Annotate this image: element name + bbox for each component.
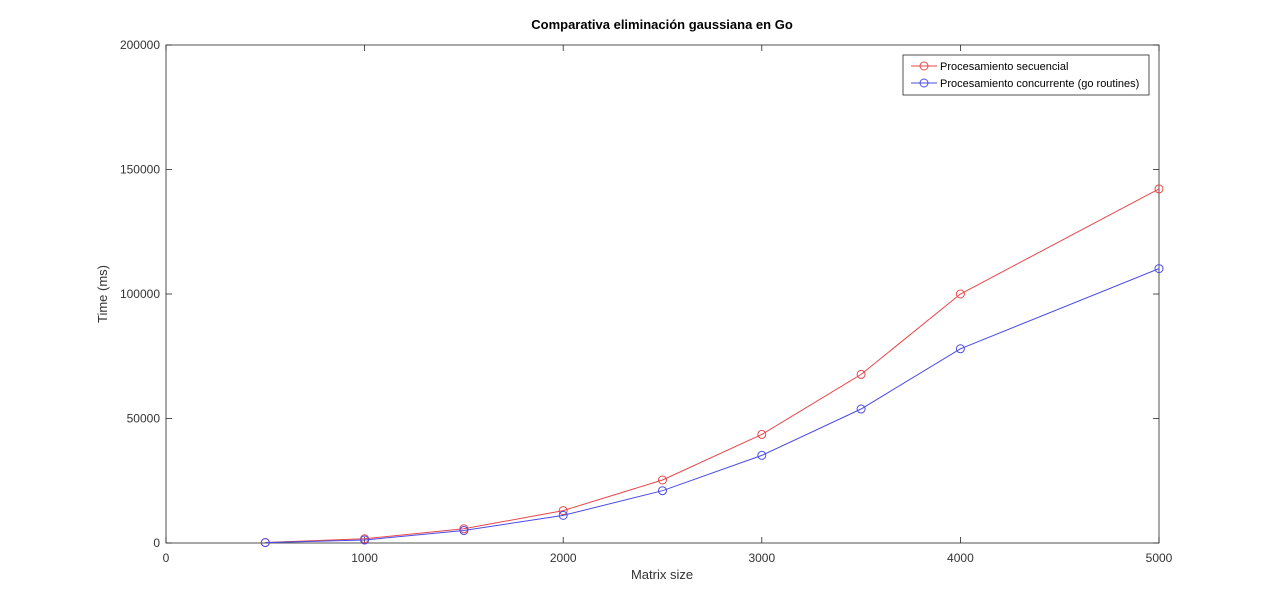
data-point-series-0 [856,369,866,379]
legend-label-concurrent: Procesamiento concurrente (go routines) [940,78,1139,90]
data-point-series-1 [955,344,965,354]
legend: Procesamiento secuencial Procesamiento c… [902,54,1150,96]
y-axis-label: Time (ms) [95,265,110,323]
data-point-series-1 [360,535,370,545]
x-axis-label: Matrix size [631,567,693,582]
legend-box [902,54,1150,96]
data-point-series-1 [459,526,469,536]
legend-label-sequential: Procesamiento secuencial [940,61,1068,73]
data-point-series-1 [658,486,667,496]
chart-title: Comparativa eliminación gaussiana en Go [531,17,793,32]
series-line-0 [265,188,1160,543]
axis-ticks: 0 1000 2000 3000 4000 50000500001000001500002… [120,38,1173,565]
x-tick-label: 2000 [550,551,577,565]
y-tick-label: 0 [153,536,160,550]
x-tick-label: 0 [163,551,170,565]
data-point-series-0 [955,289,965,299]
series-layer [260,184,1164,548]
x-tick-label: 5000 [1146,551,1173,565]
x-tick-label: 4000 [947,551,974,565]
y-tick-label: 150000 [120,163,160,177]
data-point-series-0 [558,506,568,516]
data-point-series-1 [856,404,866,414]
x-tick-label: 1000 [351,551,378,565]
y-tick-label: 100000 [120,287,160,301]
legend-marker-sequential [919,61,929,71]
data-point-series-0 [1154,184,1164,194]
x-tick-label: 3000 [748,551,775,565]
y-tick-label: 50000 [127,412,161,426]
data-point-series-0 [757,429,767,439]
data-point-series-0 [658,475,667,485]
series-line-1 [265,268,1160,544]
data-point-series-1 [757,450,767,460]
legend-marker-concurrent [919,78,929,88]
data-point-series-1 [1154,264,1164,274]
data-point-series-1 [558,510,568,520]
data-point-series-1 [260,538,270,548]
plot-frame [165,44,1160,544]
y-tick-label: 200000 [120,38,160,52]
